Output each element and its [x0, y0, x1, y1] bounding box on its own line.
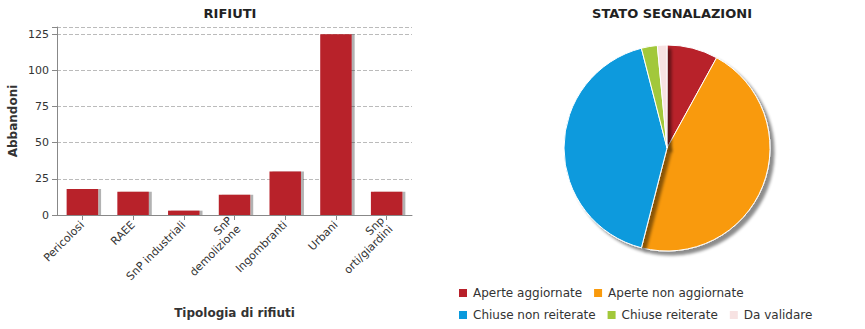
svg-text:orti/giardini: orti/giardini	[341, 223, 395, 277]
svg-text:75: 75	[35, 100, 49, 113]
svg-text:Urbani: Urbani	[306, 218, 341, 253]
svg-text:Aperte non aggiornate: Aperte non aggiornate	[608, 286, 743, 300]
svg-text:125: 125	[28, 28, 49, 41]
svg-text:SnP industriali: SnP industriali	[124, 218, 189, 283]
svg-text:Aperte aggiornate: Aperte aggiornate	[473, 286, 582, 300]
svg-text:50: 50	[35, 136, 49, 149]
svg-text:Tipologia di rifiuti: Tipologia di rifiuti	[174, 306, 295, 320]
svg-text:Da validare: Da validare	[744, 308, 813, 322]
svg-text:Snp: Snp	[363, 214, 387, 239]
svg-text:demolizione: demolizione	[187, 222, 243, 278]
svg-text:Chiuse non reiterate: Chiuse non reiterate	[473, 308, 596, 322]
svg-text:STATO SEGNALAZIONI: STATO SEGNALAZIONI	[592, 6, 752, 21]
svg-text:Pericolosi: Pericolosi	[41, 218, 87, 264]
svg-text:RIFIUTI: RIFIUTI	[204, 6, 257, 21]
svg-text:0: 0	[42, 209, 49, 222]
svg-text:100: 100	[28, 64, 49, 77]
svg-text:Abbandoni: Abbandoni	[6, 85, 20, 158]
svg-text:SnP: SnP	[211, 214, 235, 238]
svg-text:Chiuse reiterate: Chiuse reiterate	[622, 308, 718, 322]
svg-text:RAEE: RAEE	[108, 218, 137, 247]
svg-text:25: 25	[35, 172, 49, 185]
svg-text:Ingombranti: Ingombranti	[233, 218, 290, 275]
